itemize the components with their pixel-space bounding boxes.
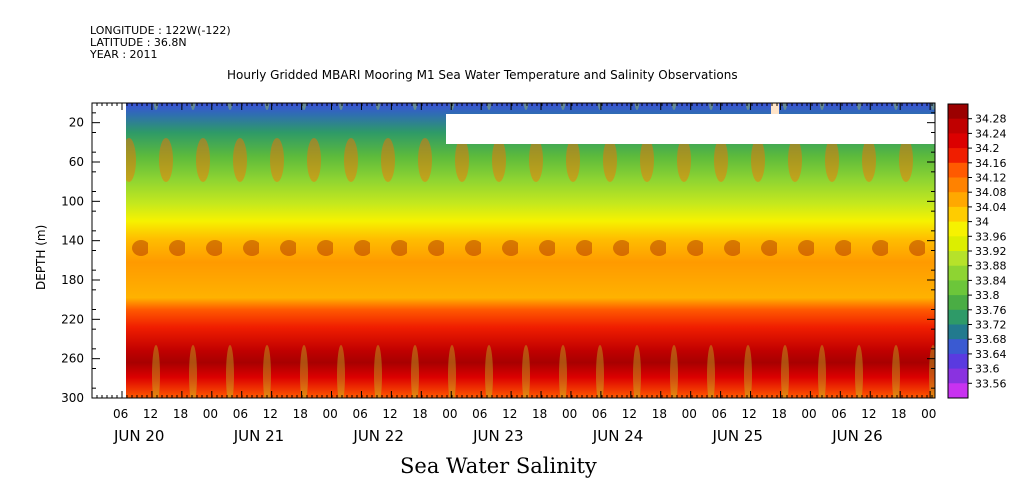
x-day-label: JUN 23 <box>472 427 523 445</box>
y-axis-title: DEPTH (m) <box>34 225 48 290</box>
colorbar-label: 34.08 <box>975 186 1007 199</box>
colorbar-swatch <box>948 368 968 384</box>
x-hour-tick-label: 06 <box>592 407 607 421</box>
missing-data-notch <box>771 103 779 114</box>
colorbar-swatch <box>948 236 968 252</box>
x-hour-tick-label: 00 <box>682 407 697 421</box>
colorbar: 34.2834.2434.234.1634.1234.0834.043433.9… <box>947 103 1007 399</box>
x-hour-tick-label: 00 <box>801 407 816 421</box>
x-hour-tick-label: 18 <box>293 407 308 421</box>
y-tick-label: 220 <box>61 312 84 326</box>
x-day-label: JUN 26 <box>831 427 882 445</box>
colorbar-label: 33.6 <box>975 363 1000 376</box>
colorbar-label: 33.92 <box>975 245 1007 258</box>
year-label: YEAR : 2011 <box>90 48 158 61</box>
x-hour-tick-label: 06 <box>712 407 727 421</box>
colorbar-swatch <box>948 221 968 237</box>
x-day-label: JUN 22 <box>352 427 403 445</box>
x-hour-tick-label: 12 <box>143 407 158 421</box>
colorbar-label: 34.28 <box>975 113 1007 126</box>
colorbar-swatch <box>948 251 968 267</box>
colorbar-label: 34.16 <box>975 157 1007 170</box>
x-hour-tick-label: 00 <box>203 407 218 421</box>
missing-data-region <box>446 114 935 144</box>
y-tick-label: 140 <box>61 234 84 248</box>
colorbar-swatch <box>948 177 968 193</box>
x-hour-tick-label: 18 <box>532 407 547 421</box>
colorbar-label: 34 <box>975 216 989 229</box>
colorbar-swatch <box>948 324 968 340</box>
x-hour-tick-label: 06 <box>352 407 367 421</box>
x-day-label: JUN 21 <box>233 427 284 445</box>
x-day-label: JUN 25 <box>712 427 763 445</box>
colorbar-swatch <box>948 192 968 208</box>
longitude-label: LONGITUDE : 122W(-122) <box>90 24 231 37</box>
colorbar-label: 33.68 <box>975 333 1007 346</box>
colorbar-swatch <box>948 162 968 178</box>
plot-area <box>92 103 935 398</box>
colorbar-swatch <box>948 309 968 325</box>
y-tick-label: 300 <box>61 391 84 405</box>
colorbar-swatch <box>948 265 968 281</box>
x-day-label: JUN 24 <box>592 427 643 445</box>
x-hour-tick-label: 06 <box>113 407 128 421</box>
colorbar-swatch <box>948 206 968 223</box>
x-hour-tick-label: 18 <box>173 407 188 421</box>
colorbar-label: 33.88 <box>975 260 1007 273</box>
y-tick-label: 20 <box>69 116 84 130</box>
colorbar-label: 34.04 <box>975 201 1007 214</box>
colorbar-swatch <box>948 339 968 355</box>
x-hour-tick-label: 18 <box>771 407 786 421</box>
colorbar-label: 33.96 <box>975 230 1007 243</box>
x-hour-tick-label: 12 <box>861 407 876 421</box>
axes: 06 12 18 00 06 12 18 00 06 12 18 00 06 12 18 00 06 12 18 00… <box>34 102 936 445</box>
x-hour-tick-label: 00 <box>921 407 936 421</box>
x-day-label: JUN 20 <box>113 427 164 445</box>
x-hour-tick-label: 00 <box>442 407 457 421</box>
colorbar-label: 33.56 <box>975 377 1007 390</box>
x-hour-tick-label: 12 <box>263 407 278 421</box>
colorbar-swatch <box>948 118 968 134</box>
salinity-variability <box>126 103 935 398</box>
y-tick-label: 260 <box>61 352 84 366</box>
colorbar-label: 33.8 <box>975 289 1000 302</box>
x-hour-tick-label: 12 <box>502 407 517 421</box>
colorbar-label: 33.84 <box>975 274 1007 287</box>
latitude-label: LATITUDE : 36.8N <box>90 36 187 49</box>
colorbar-swatch <box>948 383 968 399</box>
x-hour-tick-label: 12 <box>382 407 397 421</box>
colorbar-label: 34.12 <box>975 172 1007 185</box>
x-hour-tick-label: 06 <box>472 407 487 421</box>
colorbar-label: 34.24 <box>975 127 1007 140</box>
colorbar-swatch <box>948 353 968 370</box>
y-tick-label: 60 <box>69 155 84 169</box>
x-axis-title: Sea Water Salinity <box>400 454 597 478</box>
colorbar-swatch <box>948 280 968 296</box>
x-hour-tick-label: 00 <box>323 407 338 421</box>
x-hour-tick-label: 12 <box>742 407 757 421</box>
x-hour-tick-label: 00 <box>562 407 577 421</box>
x-hour-tick-label: 06 <box>233 407 248 421</box>
colorbar-swatch <box>948 104 968 120</box>
colorbar-label: 33.76 <box>975 304 1007 317</box>
colorbar-swatch <box>948 133 968 149</box>
colorbar-label: 33.64 <box>975 348 1007 361</box>
x-hour-tick-label: 18 <box>891 407 906 421</box>
x-hour-tick-label: 18 <box>652 407 667 421</box>
y-tick-label: 100 <box>61 194 84 208</box>
y-tick-label: 180 <box>61 273 84 287</box>
colorbar-label: 33.72 <box>975 319 1007 332</box>
x-hour-tick-label: 06 <box>831 407 846 421</box>
colorbar-swatch <box>948 295 968 311</box>
colorbar-label: 34.2 <box>975 142 1000 155</box>
colorbar-swatch <box>948 148 968 164</box>
x-hour-tick-label: 18 <box>412 407 427 421</box>
chart-title: Hourly Gridded MBARI Mooring M1 Sea Wate… <box>227 68 738 82</box>
x-hour-tick-label: 12 <box>622 407 637 421</box>
